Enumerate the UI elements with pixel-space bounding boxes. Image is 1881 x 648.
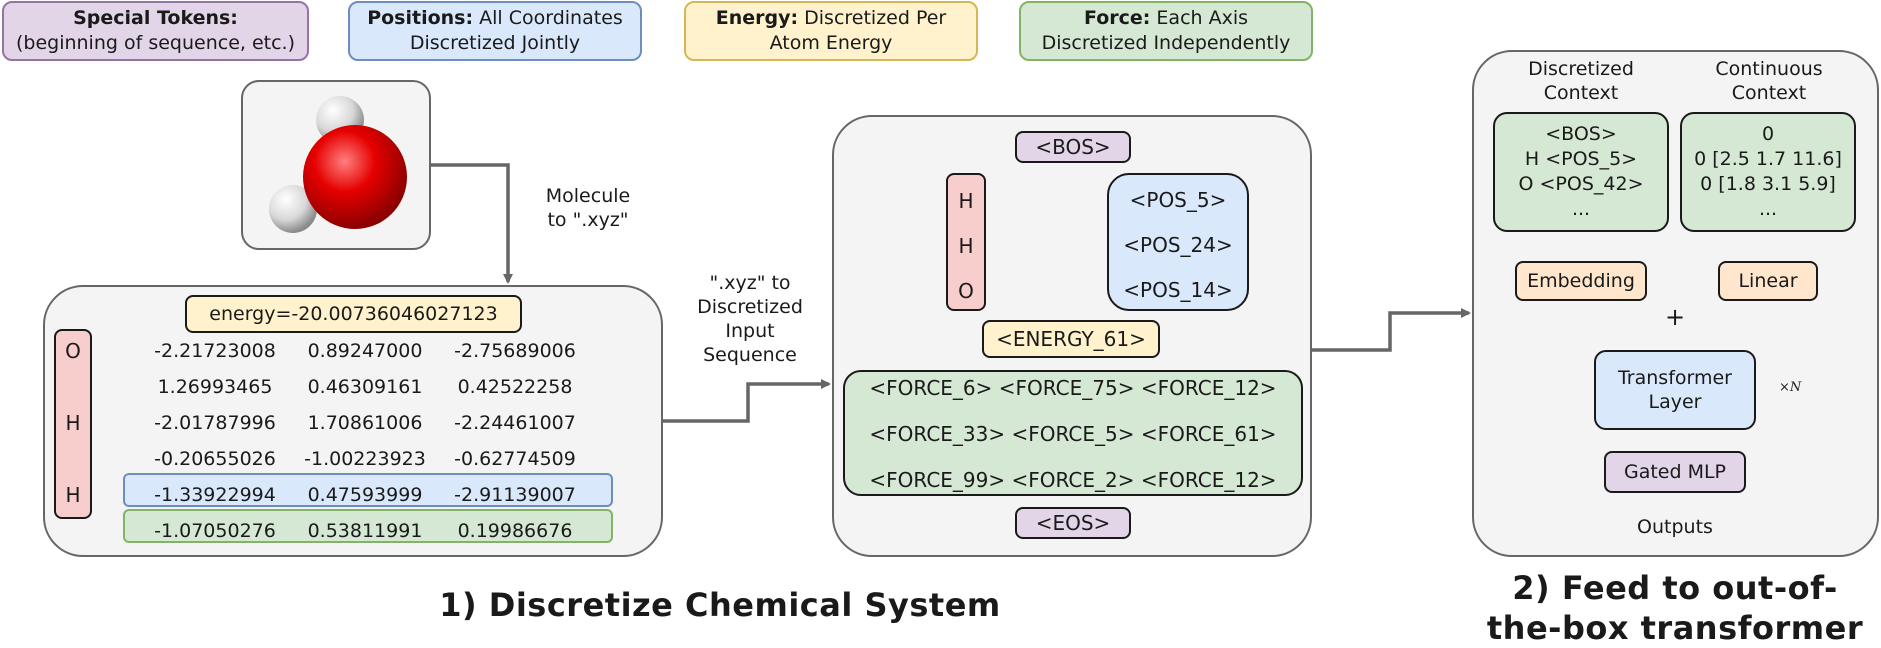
discretize-title: 1) Discretize Chemical System [439, 586, 1001, 624]
water-molecule-image [269, 96, 407, 233]
legend-positions: Positions: All Coordinates Discretized J… [348, 1, 642, 61]
continuous-context-header: Continuous Context [1715, 58, 1823, 104]
energy-token: <ENERGY_61> [982, 320, 1160, 358]
sequence-element-h1: H [958, 189, 974, 213]
repeat-label: ×N [1779, 380, 1802, 395]
xyz-element-column [54, 329, 92, 519]
legend-energy-desc: Atom Energy [769, 32, 893, 54]
legend-force-desc: Discretized Independently [1041, 32, 1291, 54]
add-operator: + [1664, 303, 1686, 331]
embedding-block: Embedding [1515, 261, 1647, 301]
position-token-group [1107, 173, 1249, 311]
xyz-file-panel: energy=-20.00736046027123 O H H -2.21723… [43, 285, 663, 557]
eos-token: <EOS> [1015, 507, 1131, 539]
xyz-element-h2: H [65, 483, 81, 507]
legend-positions-desc: Discretized Jointly [409, 32, 581, 54]
xyz-energy-line: energy=-20.00736046027123 [185, 295, 522, 333]
outputs-label: Outputs [1637, 516, 1713, 538]
legend-positions-label: Positions: [367, 7, 474, 29]
continuous-context-box: 0 0 [2.5 1.7 11.6] 0 [1.8 3.1 5.9] ... [1680, 112, 1856, 232]
legend-force-label: Force: [1083, 7, 1151, 29]
xyz-element-h1: H [65, 411, 81, 435]
position-token-3: <POS_14> [1123, 278, 1233, 302]
sequence-to-transformer-arrow [1312, 308, 1471, 352]
sequence-element-h2: H [958, 234, 974, 258]
legend-energy-label: Energy: [715, 7, 799, 29]
force-token-row-2: <FORCE_33> <FORCE_5> <FORCE_61> [869, 422, 1277, 446]
transformer-layer-block: Transformer Layer [1594, 350, 1756, 430]
legend-special-tokens-desc: (beginning of sequence, etc.) [15, 32, 296, 54]
xyz-element-o: O [65, 339, 81, 363]
discretized-context-box: <BOS> H <POS_5> O <POS_42> ... [1493, 112, 1669, 232]
sequence-element-o: O [958, 279, 974, 303]
xyz-force-row-highlight [123, 509, 613, 543]
molecule-to-xyz-arrow [431, 163, 513, 284]
linear-block: Linear [1718, 261, 1818, 301]
transformer-title: 2) Feed to out-of- the-box transformer [1486, 569, 1864, 647]
legend-special-tokens: Special Tokens: (beginning of sequence, … [2, 1, 309, 61]
legend-special-tokens-label: Special Tokens: [73, 7, 238, 29]
molecule-caption: Molecule to ".xyz" [545, 185, 631, 231]
bos-token: <BOS> [1015, 131, 1131, 163]
position-token-1: <POS_5> [1129, 188, 1227, 212]
discretized-context-header: Discretized Context [1528, 58, 1634, 104]
xyz-caption: ".xyz" to Discretized Input Sequence [697, 272, 803, 366]
position-token-2: <POS_24> [1123, 233, 1233, 257]
force-token-row-1: <FORCE_6> <FORCE_75> <FORCE_12> [869, 376, 1277, 400]
legend-force: Force: Each Axis Discretized Independent… [1019, 1, 1313, 61]
token-sequence-panel: <BOS> H H O <POS_5> <POS_24> <POS_14> <E… [832, 115, 1312, 557]
gated-mlp-block: Gated MLP [1604, 451, 1746, 493]
legend-energy: Energy: Discretized Per Atom Energy [684, 1, 978, 61]
force-token-group [843, 370, 1303, 496]
sequence-element-column [946, 173, 986, 311]
molecule-box [241, 80, 431, 250]
xyz-to-sequence-arrow [663, 379, 831, 423]
force-token-row-3: <FORCE_99> <FORCE_2> <FORCE_12> [869, 468, 1277, 492]
xyz-position-row-highlight [123, 473, 613, 507]
